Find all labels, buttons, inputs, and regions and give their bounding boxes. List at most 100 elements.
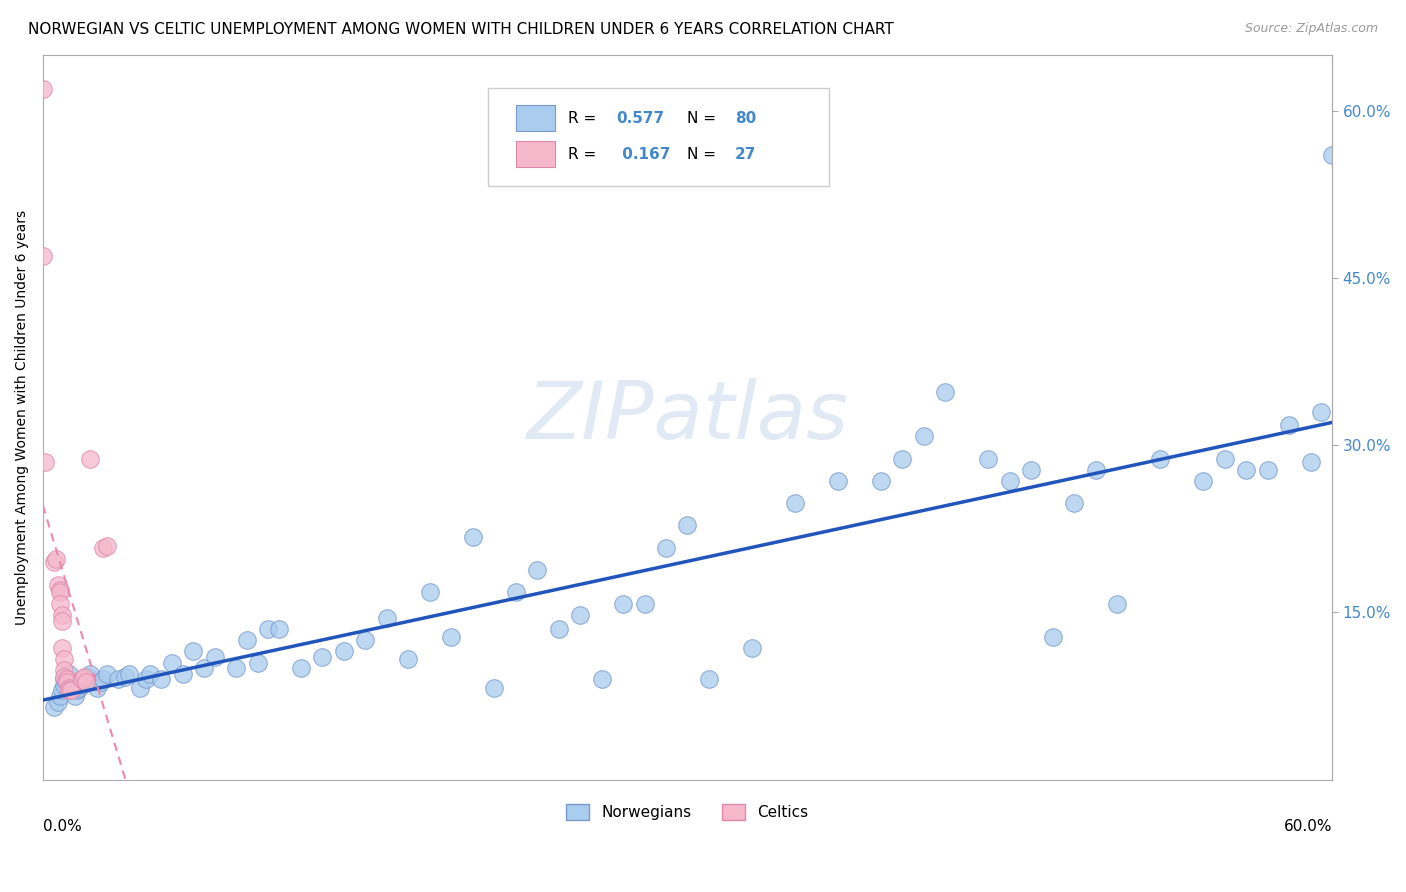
Point — [91, 673, 114, 687]
Point — [526, 563, 548, 577]
Point — [783, 496, 806, 510]
Point — [118, 666, 141, 681]
Point — [53, 673, 76, 687]
Point — [1107, 597, 1129, 611]
Point — [53, 670, 76, 684]
Point — [1257, 463, 1279, 477]
Point — [55, 674, 77, 689]
Point — [58, 666, 80, 681]
Text: 60.0%: 60.0% — [1284, 820, 1331, 835]
Point — [912, 429, 935, 443]
Point — [55, 673, 77, 687]
Y-axis label: Unemployment Among Women with Children Under 6 years: Unemployment Among Women with Children U… — [15, 210, 30, 625]
Point — [45, 552, 67, 566]
Point — [1084, 463, 1107, 477]
Point — [440, 630, 463, 644]
Text: Source: ZipAtlas.com: Source: ZipAtlas.com — [1244, 22, 1378, 36]
Point — [269, 622, 291, 636]
Point — [827, 474, 849, 488]
Point — [77, 670, 100, 684]
Text: 80: 80 — [735, 111, 756, 126]
Point — [51, 615, 73, 629]
Point — [290, 661, 312, 675]
Point — [90, 674, 112, 689]
Point — [1042, 630, 1064, 644]
Point — [655, 541, 678, 555]
Text: N =: N = — [688, 147, 721, 161]
Text: 0.167: 0.167 — [617, 147, 669, 161]
Point — [505, 585, 527, 599]
Point — [49, 583, 72, 598]
Point — [1299, 455, 1322, 469]
Point — [547, 622, 569, 636]
Point — [53, 664, 76, 678]
Point — [70, 673, 93, 687]
FancyBboxPatch shape — [516, 105, 555, 131]
Text: N =: N = — [688, 111, 721, 126]
Point — [311, 650, 333, 665]
Point — [75, 674, 97, 689]
Point — [1320, 148, 1343, 162]
Point — [633, 597, 655, 611]
Point — [114, 670, 136, 684]
Point — [257, 622, 280, 636]
FancyBboxPatch shape — [516, 141, 555, 168]
Point — [79, 451, 101, 466]
Point — [66, 683, 89, 698]
Text: ZIPatlas: ZIPatlas — [526, 378, 849, 457]
Point — [934, 384, 956, 399]
Point — [86, 681, 108, 696]
Point — [73, 670, 96, 684]
Point — [58, 683, 80, 698]
Point — [32, 249, 55, 263]
Point — [91, 541, 114, 555]
Point — [70, 673, 93, 687]
Point — [569, 607, 592, 622]
Point — [49, 597, 72, 611]
Point — [172, 666, 194, 681]
Point — [741, 641, 763, 656]
Point — [225, 661, 247, 675]
Point — [332, 644, 354, 658]
Point — [419, 585, 441, 599]
Point — [998, 474, 1021, 488]
Point — [204, 650, 226, 665]
Point — [42, 555, 65, 569]
Point — [46, 695, 69, 709]
Point — [1310, 405, 1333, 419]
Text: R =: R = — [568, 111, 600, 126]
Point — [193, 661, 215, 675]
Point — [42, 700, 65, 714]
Point — [891, 451, 914, 466]
Text: 27: 27 — [735, 147, 756, 161]
Point — [53, 678, 76, 692]
Legend: Norwegians, Celtics: Norwegians, Celtics — [561, 798, 814, 826]
Point — [58, 681, 80, 696]
Text: 0.0%: 0.0% — [44, 820, 82, 835]
Point — [375, 611, 398, 625]
Point — [32, 81, 55, 95]
Point — [1149, 451, 1171, 466]
Point — [128, 681, 150, 696]
Point — [46, 577, 69, 591]
Point — [1234, 463, 1257, 477]
Point — [482, 681, 505, 696]
Point — [34, 455, 56, 469]
Point — [612, 597, 634, 611]
FancyBboxPatch shape — [488, 87, 830, 186]
Point — [697, 673, 720, 687]
Point — [461, 530, 484, 544]
Point — [870, 474, 893, 488]
Point — [49, 689, 72, 703]
Point — [676, 518, 699, 533]
Point — [107, 673, 129, 687]
Point — [75, 673, 97, 687]
Text: NORWEGIAN VS CELTIC UNEMPLOYMENT AMONG WOMEN WITH CHILDREN UNDER 6 YEARS CORRELA: NORWEGIAN VS CELTIC UNEMPLOYMENT AMONG W… — [28, 22, 894, 37]
Point — [977, 451, 1000, 466]
Point — [49, 585, 72, 599]
Point — [51, 683, 73, 698]
Point — [1019, 463, 1042, 477]
Point — [70, 678, 93, 692]
Point — [1213, 451, 1236, 466]
Point — [160, 656, 183, 670]
